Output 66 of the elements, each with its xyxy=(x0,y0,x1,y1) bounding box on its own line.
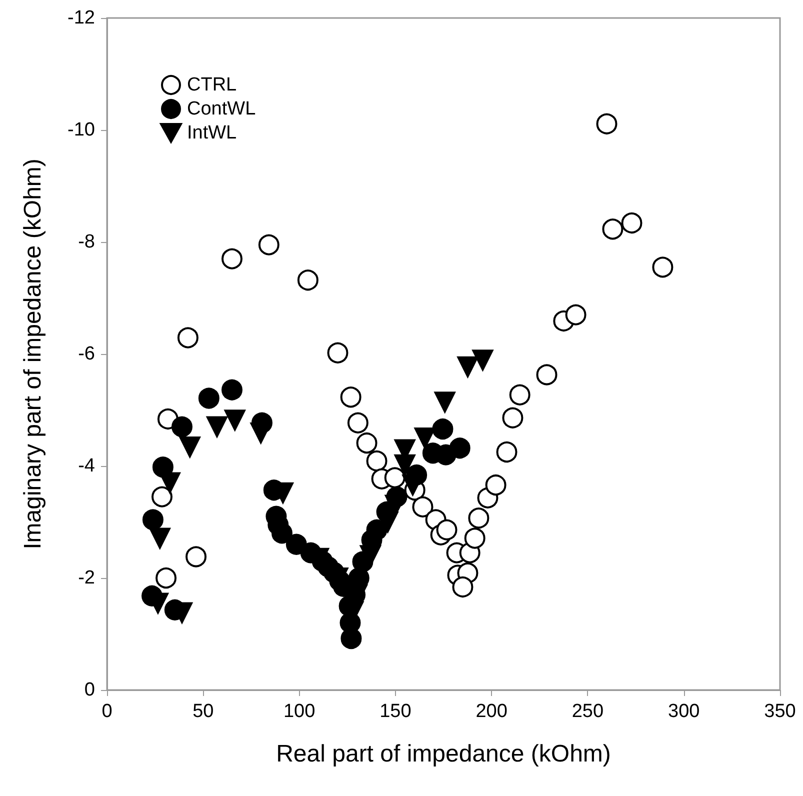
point xyxy=(366,450,388,472)
point xyxy=(452,576,474,598)
legend-label: CTRL xyxy=(187,74,237,96)
point xyxy=(432,418,454,440)
point xyxy=(384,467,406,488)
y-tick-label: -6 xyxy=(78,344,95,364)
x-tick-label: 300 xyxy=(668,701,700,722)
point xyxy=(449,438,470,459)
point xyxy=(198,388,220,409)
point xyxy=(602,218,624,240)
y-tick-label: -10 xyxy=(68,120,95,140)
x-tick-label: 0 xyxy=(102,701,112,722)
point xyxy=(414,428,436,448)
y-axis-title: Imaginary part of impedance (kOhm) xyxy=(20,158,46,550)
y-tick-label: 0 xyxy=(84,680,95,700)
y-tick-label: -8 xyxy=(78,232,95,252)
point xyxy=(565,304,586,326)
point xyxy=(457,356,478,378)
point xyxy=(186,546,207,568)
x-tick-label: 100 xyxy=(283,701,316,722)
point xyxy=(502,407,524,428)
x-tick-label: 50 xyxy=(192,701,214,722)
point xyxy=(472,350,494,371)
y-tick-label: -12 xyxy=(68,8,95,28)
point xyxy=(394,454,416,476)
legend-label: ContWL xyxy=(187,98,256,120)
point xyxy=(159,472,180,494)
point xyxy=(258,234,280,256)
point xyxy=(509,384,530,406)
point xyxy=(485,474,506,496)
x-tick-label: 350 xyxy=(764,701,796,722)
x-axis-title: Real part of impedance (kOhm) xyxy=(276,740,611,768)
point xyxy=(434,392,456,413)
legend-label: IntWL xyxy=(187,122,237,144)
point xyxy=(496,442,518,462)
point xyxy=(152,486,172,508)
point xyxy=(596,113,618,134)
point xyxy=(464,528,486,549)
point xyxy=(468,508,490,529)
point xyxy=(177,327,198,348)
point xyxy=(652,256,674,278)
x-tick-label: 150 xyxy=(380,701,412,722)
point xyxy=(172,416,192,438)
point xyxy=(621,212,642,234)
point xyxy=(536,364,558,386)
x-tick-label: 200 xyxy=(476,701,508,722)
point xyxy=(224,410,246,431)
point xyxy=(156,568,177,588)
point xyxy=(412,496,434,518)
point xyxy=(436,519,458,540)
x-tick-label: 250 xyxy=(572,701,604,722)
point xyxy=(366,519,388,540)
point xyxy=(149,528,170,549)
point xyxy=(142,509,164,530)
y-tick-label: -2 xyxy=(78,568,95,588)
point xyxy=(286,534,307,555)
point xyxy=(297,270,318,291)
point xyxy=(356,432,378,454)
point xyxy=(222,379,242,400)
point xyxy=(179,436,200,458)
point xyxy=(327,342,348,364)
y-tick-label: -4 xyxy=(78,456,96,476)
point xyxy=(222,248,242,270)
point xyxy=(206,416,228,438)
point xyxy=(347,412,368,434)
point xyxy=(340,386,362,408)
